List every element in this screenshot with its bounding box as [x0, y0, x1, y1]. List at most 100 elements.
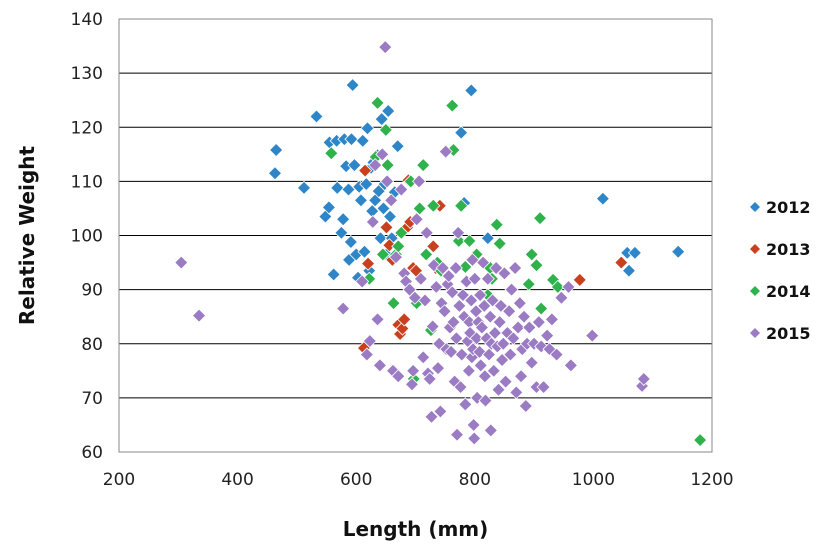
data-point-2012: [345, 77, 360, 93]
data-point-2012: [360, 121, 375, 136]
data-point-2012: [343, 234, 358, 250]
data-point-2015: [425, 319, 440, 334]
data-point-2012: [318, 209, 333, 224]
data-point-2012: [381, 103, 396, 119]
data-point-2014: [394, 225, 409, 240]
data-point-2012: [376, 201, 391, 216]
data-point-2014: [416, 158, 431, 173]
data-point-2015: [388, 250, 403, 265]
data-point-2014: [380, 158, 395, 173]
data-point-2014: [419, 247, 434, 262]
legend: 2012 2013 2014 2015: [750, 198, 811, 343]
data-point-2014: [524, 247, 539, 262]
data-point-2015: [469, 331, 484, 346]
data-point-2012: [353, 193, 369, 208]
data-point-2015: [378, 40, 393, 55]
data-point-2014: [534, 301, 549, 316]
data-point-2015: [433, 404, 448, 419]
data-point-2015: [493, 298, 508, 313]
data-point-2012: [355, 133, 370, 148]
data-point-2015: [585, 328, 600, 343]
legend-label-2014: 2014: [766, 282, 811, 301]
x-tick-label: 600: [340, 470, 372, 490]
data-point-2014: [489, 217, 504, 232]
data-point-2015: [473, 287, 488, 303]
data-point-2015: [441, 269, 456, 284]
data-point-2012: [336, 212, 351, 227]
data-point-2015: [531, 315, 546, 330]
data-point-2013: [358, 163, 373, 178]
data-point-2015: [512, 296, 527, 311]
data-point-2015: [384, 193, 399, 208]
data-point-2015: [492, 315, 507, 330]
data-point-2014: [445, 98, 460, 113]
x-tick-label: 400: [221, 470, 253, 490]
data-point-2012: [267, 166, 283, 181]
data-point-2015: [413, 271, 428, 286]
data-point-2012: [390, 139, 405, 154]
data-point-2012: [382, 209, 398, 224]
data-point-2015: [465, 252, 480, 267]
data-point-2014: [378, 122, 393, 138]
data-point-2015: [437, 304, 452, 319]
legend-marker-2013: [750, 244, 760, 254]
data-point-2014: [492, 236, 507, 251]
data-point-2015: [454, 347, 469, 362]
data-point-2015: [504, 282, 519, 297]
data-point-2012: [309, 109, 324, 124]
data-point-2015: [472, 344, 487, 359]
data-point-2013: [379, 220, 394, 235]
data-point-2015: [448, 260, 463, 276]
data-point-2015: [416, 350, 431, 365]
data-point-2015: [518, 398, 533, 414]
data-point-2012: [347, 158, 362, 173]
legend-label-2012: 2012: [766, 198, 811, 217]
data-point-2014: [462, 233, 477, 248]
y-tick-label: 130: [71, 64, 103, 84]
data-point-2015: [406, 363, 421, 378]
data-point-2015: [563, 358, 578, 373]
data-point-2015: [455, 287, 471, 303]
data-point-2015: [407, 290, 422, 305]
data-point-2015: [516, 309, 532, 324]
x-tick-label: 1000: [572, 470, 615, 490]
data-point-2015: [411, 174, 427, 189]
data-point-2014: [370, 95, 385, 110]
y-tick-label: 100: [71, 227, 103, 247]
data-point-2015: [409, 212, 424, 227]
data-point-2015: [502, 304, 517, 319]
y-axis-title: Relative Weight: [15, 145, 39, 325]
legend-item-2012: 2012: [750, 198, 811, 217]
data-point-2015: [511, 320, 526, 335]
data-point-2015: [422, 371, 437, 386]
data-point-2012: [480, 231, 495, 246]
data-point-2015: [404, 377, 420, 392]
data-point-2014: [386, 296, 401, 311]
data-point-2015: [503, 347, 518, 362]
data-point-2015: [636, 371, 651, 386]
data-point-2015: [449, 331, 464, 346]
legend-item-2013: 2013: [750, 240, 811, 259]
data-point-2015: [191, 308, 207, 323]
data-point-2012: [464, 83, 479, 98]
data-point-2014: [451, 233, 466, 248]
legend-marker-2012: [750, 202, 760, 212]
data-point-2015: [524, 355, 539, 370]
data-point-2015: [445, 285, 460, 300]
legend-item-2014: 2014: [750, 282, 811, 301]
data-point-2013: [572, 272, 587, 287]
data-point-2015: [481, 347, 497, 362]
data-point-2013: [395, 321, 410, 336]
data-point-2014: [550, 279, 565, 294]
data-point-2014: [529, 258, 544, 273]
data-point-2015: [466, 417, 481, 433]
x-tick-label: 800: [459, 470, 491, 490]
data-point-2015: [634, 378, 650, 394]
data-point-2015: [446, 315, 461, 330]
data-point-2015: [379, 174, 395, 189]
data-point-2015: [477, 369, 492, 384]
data-point-2015: [417, 293, 433, 308]
data-point-2015: [464, 293, 479, 308]
data-point-2015: [508, 260, 523, 276]
data-point-2014: [412, 201, 427, 216]
